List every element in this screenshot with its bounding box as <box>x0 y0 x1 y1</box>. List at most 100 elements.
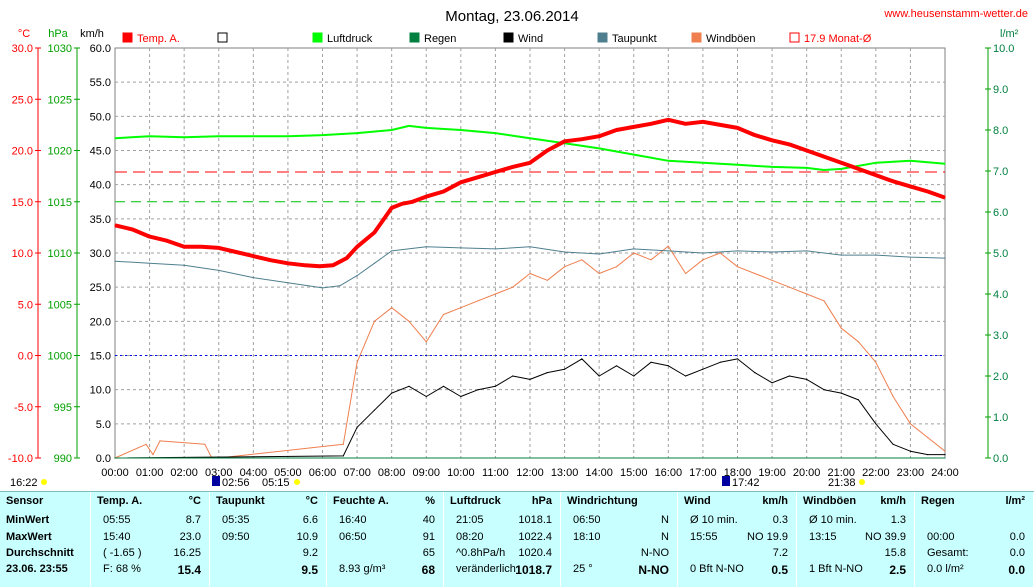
data-point <box>736 164 739 166</box>
panel-row: 25 ° N-NO <box>561 562 677 578</box>
data-point <box>564 266 566 268</box>
data-point <box>736 127 739 129</box>
data-point <box>287 282 289 284</box>
data-point <box>512 166 514 168</box>
data-point <box>218 135 220 137</box>
panel-cell-label: 0.0 l/m² <box>927 563 964 575</box>
wind-tick-label: 15.0 <box>90 351 111 363</box>
panel-column: Sensor MinWert MaxWert Durchschnitt 23.06. 2… <box>0 492 91 587</box>
panel-column: Windböen km/h Ø 10 min. 1.3 13:15 NO 39.9 15.8… <box>797 492 915 587</box>
panel-cell-value: 0.5 <box>771 563 788 577</box>
data-point <box>719 361 721 363</box>
sunset-icon <box>859 479 865 485</box>
data-point <box>685 123 687 125</box>
x-tick-label: 23:00 <box>897 467 925 479</box>
data-point <box>339 285 341 287</box>
data-point <box>460 307 462 309</box>
x-tick-label: 02:00 <box>170 467 198 479</box>
panel-row: 21:05 1018.1 <box>444 513 560 529</box>
x-tick-label: 19:00 <box>758 467 786 479</box>
data-point <box>391 250 393 252</box>
panel-header-unit: l/m² <box>1005 495 1025 507</box>
data-point <box>252 277 254 279</box>
data-point <box>477 389 479 391</box>
marker-day-start: 16:22 <box>10 477 38 489</box>
panel-cell-label: 8.93 g/m³ <box>339 563 386 575</box>
data-point <box>840 327 842 329</box>
wind-unit: km/h <box>80 28 104 40</box>
panel-cell-value: 1022.4 <box>518 531 552 543</box>
data-point <box>667 119 669 121</box>
data-point <box>319 265 321 267</box>
data-point <box>460 181 462 183</box>
panel-column: Windrichtung 06:50 N 18:10 N N-NO 25 ° N-NO <box>561 492 678 587</box>
press-tick-label: 1025 <box>48 94 72 106</box>
panel-cell-value: 40 <box>422 514 435 526</box>
data-point <box>909 160 912 162</box>
data-point <box>460 129 462 131</box>
data-point <box>944 454 946 456</box>
press-tick-label: 1010 <box>48 248 72 260</box>
panel-header-title: Taupunkt <box>216 495 265 507</box>
data-point <box>719 252 721 254</box>
data-point <box>373 320 375 322</box>
rain-tick-label: 9.0 <box>993 84 1008 96</box>
x-tick-label: 13:00 <box>551 467 579 479</box>
panel-cell-value: 68 <box>421 563 435 577</box>
legend-label: Wind <box>518 33 543 45</box>
panel-cell-value: 6.6 <box>302 514 318 526</box>
data-point <box>152 454 154 456</box>
data-point <box>131 228 133 230</box>
data-point <box>218 247 220 249</box>
panel-cell-label: 06:50 <box>573 514 601 526</box>
legend-swatch <box>597 32 608 43</box>
data-point <box>702 162 704 164</box>
panel-row: 06:50 N <box>561 513 677 529</box>
panel-header-unit: % <box>425 495 435 507</box>
wind-tick-label: 60.0 <box>90 43 111 55</box>
data-point <box>909 423 912 425</box>
marker-sunrise: 05:15 <box>262 477 290 489</box>
x-tick-label: 07:00 <box>343 467 371 479</box>
data-point <box>529 137 531 139</box>
panel-row: 15:55 NO 19.9 <box>678 530 796 546</box>
data-point <box>356 246 358 248</box>
panel-cell-value: 0.0 <box>1009 531 1025 543</box>
panel-header: Taupunkt °C <box>210 494 326 510</box>
panel-cell-label: Durchschnitt <box>6 547 74 559</box>
panel-cell-label: 08:20 <box>456 531 484 543</box>
data-point <box>442 313 445 316</box>
panel-cell-label: 15:40 <box>103 531 131 543</box>
data-point <box>342 443 344 445</box>
data-point <box>598 375 600 377</box>
data-point <box>823 389 825 391</box>
panel-row: 08:20 1022.4 <box>444 530 560 546</box>
data-point <box>944 450 946 452</box>
data-point <box>875 254 877 256</box>
x-tick-label: 16:00 <box>655 467 683 479</box>
data-point <box>875 162 877 164</box>
data-point <box>391 207 393 209</box>
data-point <box>892 443 894 445</box>
data-point <box>736 358 739 360</box>
data-point <box>771 166 773 168</box>
panel-row: 06:50 91 <box>327 530 443 546</box>
data-point <box>204 443 206 445</box>
panel-cell-label: Gesamt: <box>927 547 969 559</box>
data-point <box>875 174 877 176</box>
data-point <box>615 365 618 367</box>
data-point <box>114 260 116 262</box>
panel-row <box>915 513 1033 529</box>
panel-header-unit: °C <box>305 495 318 507</box>
data-point <box>771 279 773 281</box>
panel-cell-label: MaxWert <box>6 531 52 543</box>
wind-tick-label: 10.0 <box>90 385 111 397</box>
data-point <box>401 203 403 205</box>
x-tick-label: 14:00 <box>585 467 613 479</box>
x-tick-label: 04:00 <box>240 467 268 479</box>
data-point <box>321 287 324 289</box>
data-point <box>477 176 479 178</box>
press-tick-label: 1020 <box>48 146 72 158</box>
panel-cell-label: 25 ° <box>573 563 593 575</box>
data-point <box>667 245 669 247</box>
